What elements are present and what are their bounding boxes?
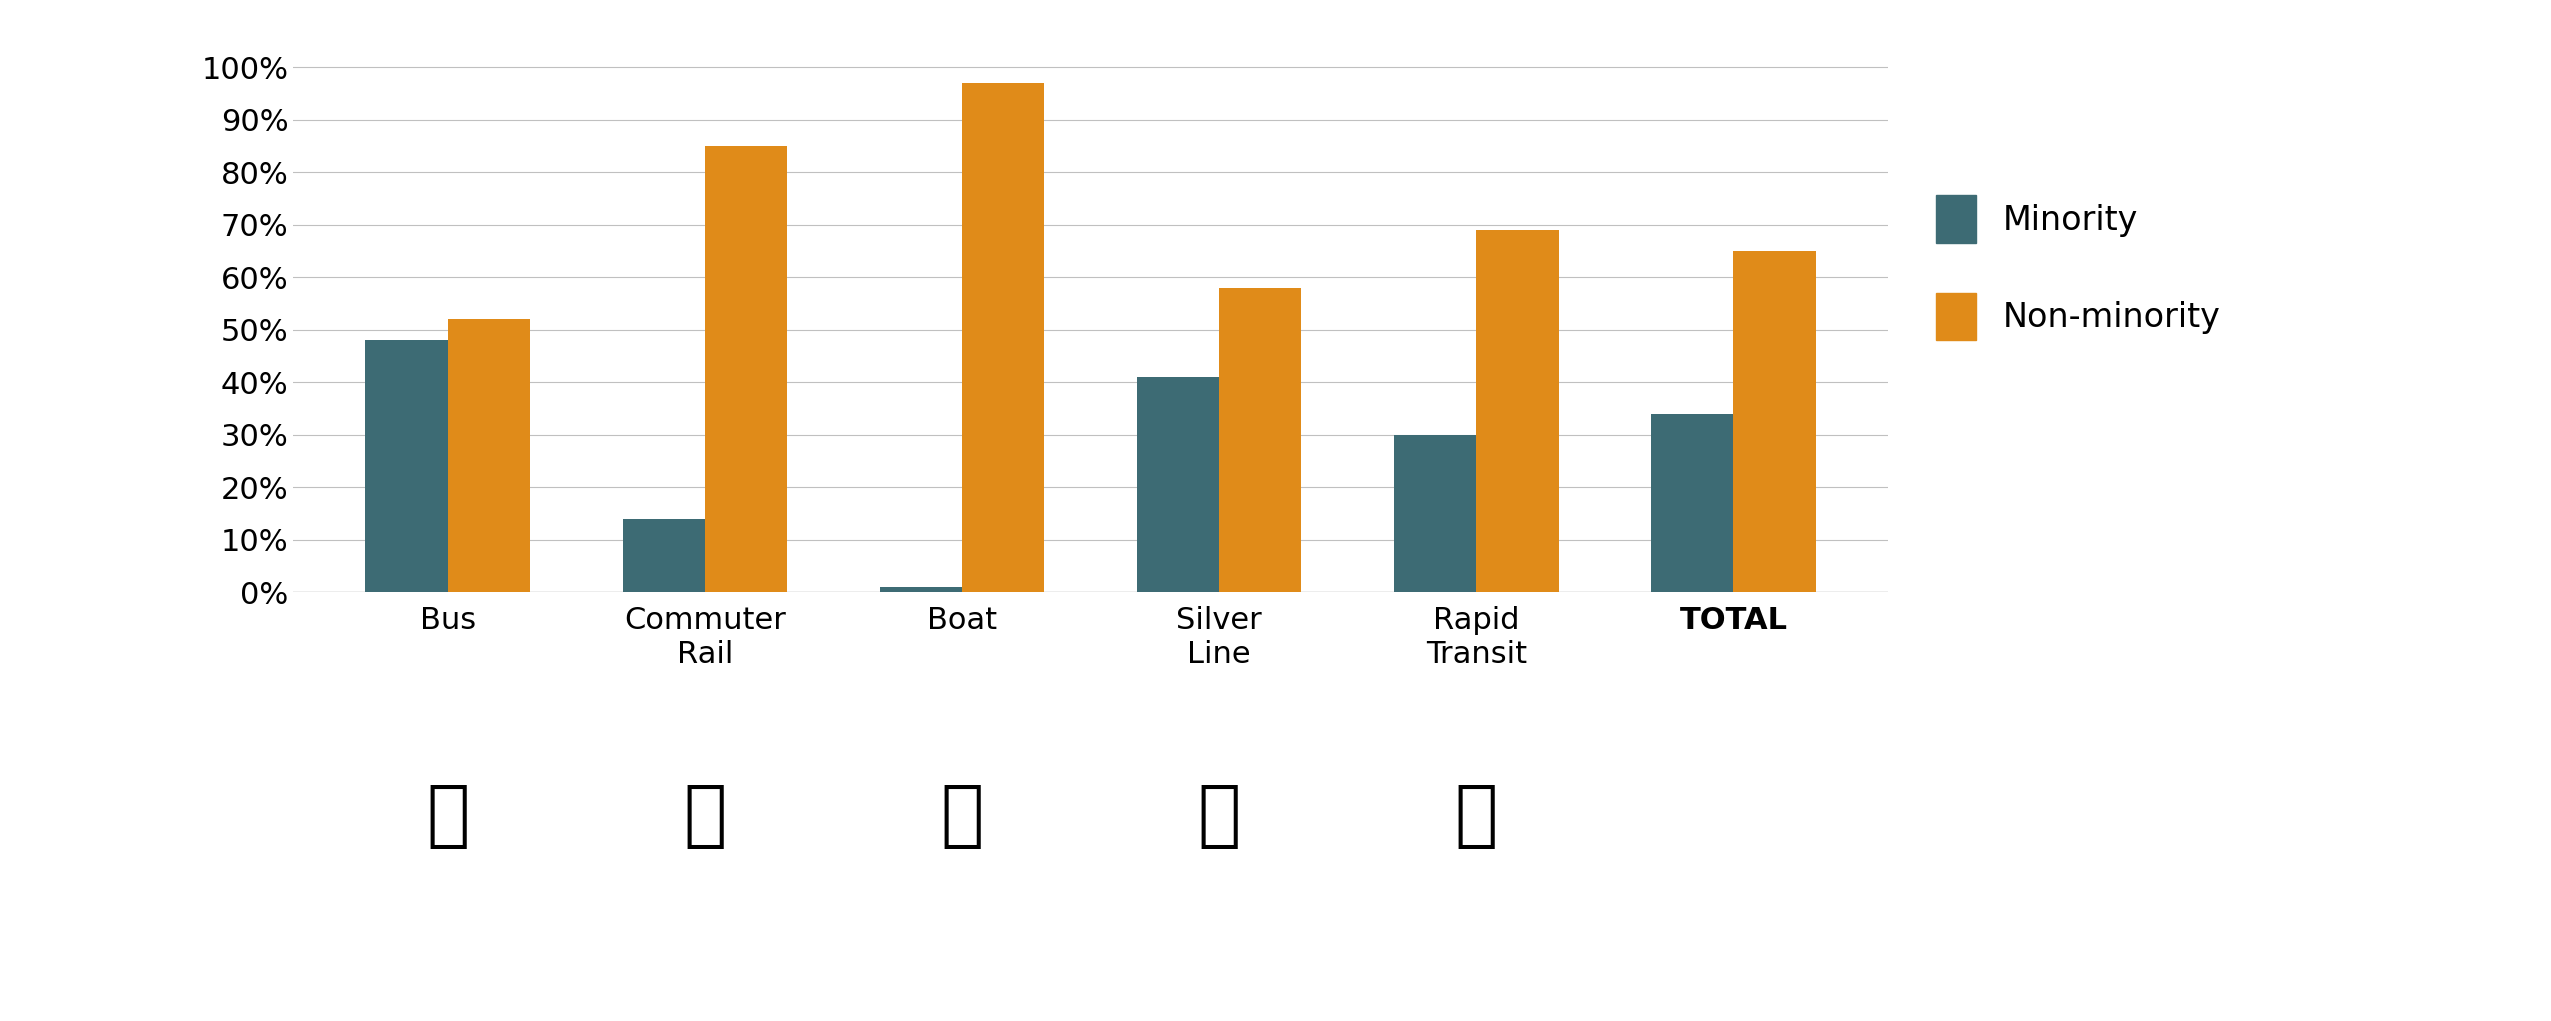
Bar	[1650, 414, 1735, 592]
Bar	[880, 587, 962, 592]
Bar	[446, 320, 531, 592]
Bar	[365, 340, 446, 592]
Text: 🚂: 🚂	[684, 782, 727, 852]
Text: 🚇: 🚇	[1454, 782, 1497, 852]
Bar	[1735, 251, 1816, 592]
Bar	[1393, 435, 1477, 592]
Legend: Minority, Non-minority: Minority, Non-minority	[1936, 195, 2222, 340]
Bar	[962, 83, 1043, 592]
Bar	[1219, 288, 1301, 592]
Bar	[1477, 230, 1559, 592]
Bar	[704, 146, 788, 592]
Text: 🚌: 🚌	[426, 782, 469, 852]
Text: 🚢: 🚢	[941, 782, 985, 852]
Bar	[622, 519, 704, 592]
Text: 🚌: 🚌	[1196, 782, 1240, 852]
Bar	[1138, 377, 1219, 592]
